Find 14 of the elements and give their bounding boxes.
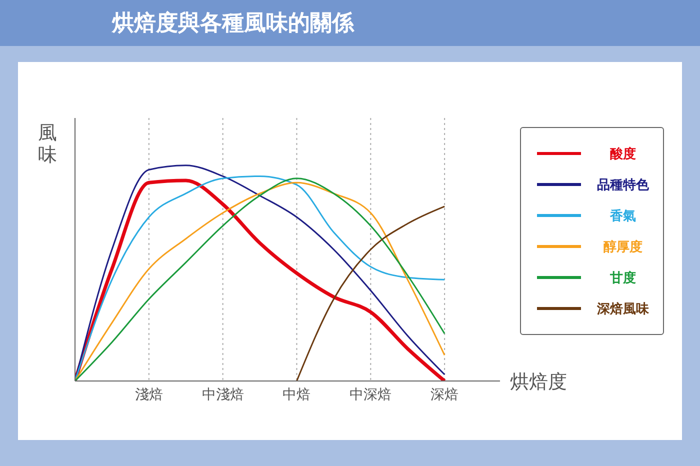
x-axis-title: 烘焙度: [510, 370, 567, 395]
legend-label: 醇厚度: [602, 238, 644, 256]
legend-label: 品種特色: [596, 176, 650, 194]
x-tick-label: 深焙: [430, 386, 459, 403]
y-axis-title: 風味: [38, 122, 57, 166]
x-tick-label: 淺焙: [134, 386, 163, 403]
legend-label: 甘度: [609, 270, 637, 286]
x-tick-label: 中淺焙: [202, 386, 244, 403]
legend-label: 酸度: [609, 146, 637, 162]
legend-label: 深焙風味: [596, 300, 650, 318]
legend-label: 香氣: [609, 208, 637, 224]
x-tick-label: 中深焙: [350, 386, 392, 403]
x-tick-label: 中焙: [282, 386, 311, 403]
chart-title: 烘焙度與各種風味的關係: [112, 10, 354, 38]
